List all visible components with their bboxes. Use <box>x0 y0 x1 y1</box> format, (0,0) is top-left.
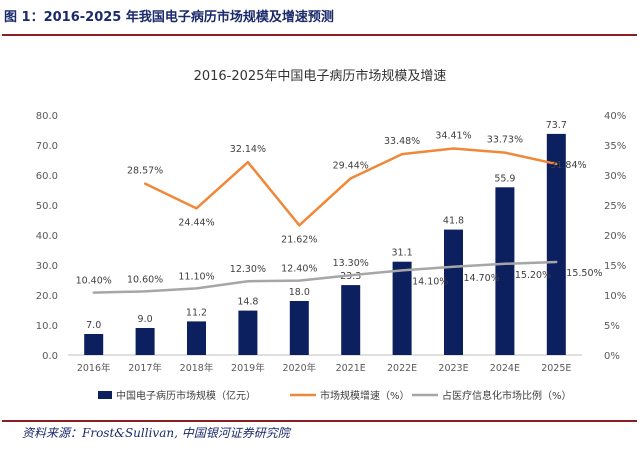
growth-point <box>246 160 250 164</box>
growth-value-label: 32.14% <box>230 144 266 155</box>
figure-title: 图 1：2016-2025 年我国电子病历市场规模及增速预测 <box>4 10 334 25</box>
growth-value-label: 31.84% <box>550 160 586 171</box>
share-value-label: 12.30% <box>230 264 266 275</box>
y-right-tick-label: 15% <box>604 261 626 272</box>
bar <box>289 301 309 355</box>
share-point <box>503 262 507 265</box>
bar-value-label: 55.9 <box>494 173 515 184</box>
bar-value-label: 31.1 <box>392 248 413 259</box>
bar-value-label: 41.8 <box>443 216 464 227</box>
x-tick-label: 2018年 <box>180 362 214 374</box>
top-rule <box>2 34 637 36</box>
share-value-label: 12.40% <box>281 264 317 275</box>
y-left-tick-label: 60.0 <box>36 171 58 182</box>
bar <box>392 261 412 355</box>
share-point <box>452 265 455 268</box>
share-value-label: 14.70% <box>464 273 500 284</box>
y-right-tick-label: 40% <box>604 111 626 122</box>
share-value-label: 11.10% <box>178 271 214 282</box>
x-tick-label: 2024E <box>490 363 520 374</box>
x-tick-label: 2025E <box>541 363 571 374</box>
x-tick-label: 2016年 <box>77 362 111 374</box>
y-right-tick-label: 25% <box>604 201 626 212</box>
share-point <box>246 280 250 283</box>
share-value-label: 10.60% <box>127 274 163 285</box>
y-left-tick-label: 70.0 <box>36 141 58 152</box>
x-tick-label: 2020年 <box>282 362 316 374</box>
y-left-tick-label: 20.0 <box>36 291 58 302</box>
share-point <box>298 279 301 282</box>
y-left-tick-label: 80.0 <box>36 111 58 122</box>
figure-header: 图 1：2016-2025 年我国电子病历市场规模及增速预测 <box>0 0 639 36</box>
share-point <box>400 269 404 272</box>
legend-swatch-market-size <box>98 391 112 399</box>
y-left-tick-label: 30.0 <box>36 261 58 272</box>
share-point <box>195 287 198 290</box>
y-left-tick-label: 40.0 <box>36 231 58 242</box>
y-left-tick-label: 50.0 <box>36 201 58 212</box>
share-value-label: 14.10% <box>412 276 448 287</box>
growth-value-label: 21.62% <box>281 234 317 245</box>
growth-point <box>298 224 301 227</box>
bar-value-label: 23.3 <box>340 271 361 282</box>
growth-point <box>452 147 455 150</box>
x-tick-label: 2023E <box>438 363 468 374</box>
bar <box>444 229 463 355</box>
share-value-label: 15.20% <box>515 270 551 281</box>
y-right-tick-label: 30% <box>604 171 626 182</box>
growth-value-label: 33.48% <box>384 136 420 147</box>
share-point <box>555 260 558 264</box>
share-point <box>143 290 147 293</box>
x-tick-label: 2022E <box>387 363 417 374</box>
y-left-tick-label: 0.0 <box>42 351 58 362</box>
growth-point <box>503 151 507 154</box>
bar-value-label: 73.7 <box>546 120 567 131</box>
growth-point <box>195 207 198 210</box>
share-value-label: 13.30% <box>333 258 369 269</box>
y-right-tick-label: 35% <box>604 141 626 152</box>
growth-point <box>349 177 352 180</box>
bar <box>238 310 258 355</box>
growth-value-label: 33.73% <box>487 135 523 146</box>
share-point <box>92 291 95 294</box>
bar-value-label: 18.0 <box>289 287 310 298</box>
growth-point <box>143 182 147 185</box>
bar <box>187 321 206 355</box>
chart-title: 2016-2025年中国电子病历市场规模及增速 <box>194 68 447 84</box>
bar <box>84 334 104 355</box>
share-point <box>349 274 352 277</box>
share-value-label: 15.50% <box>566 268 602 279</box>
y-left-tick-label: 10.0 <box>36 321 58 332</box>
bar-value-label: 9.0 <box>138 314 153 325</box>
bar <box>495 187 515 355</box>
growth-value-label: 28.57% <box>127 166 163 177</box>
bar <box>341 285 361 355</box>
share-value-label: 10.40% <box>76 276 112 287</box>
growth-value-label: 24.44% <box>178 217 214 228</box>
y-right-tick-label: 0% <box>604 351 620 362</box>
growth-point <box>400 152 404 156</box>
legend-label-share: 占医疗信息化市场比例（%） <box>442 389 572 402</box>
y-right-tick-label: 5% <box>604 321 620 332</box>
source-note: 资料来源：Frost&Sullivan, 中国银河证券研究院 <box>22 426 290 440</box>
legend-label-market-size: 中国电子病历市场规模（亿元） <box>116 389 256 402</box>
bar-value-label: 7.0 <box>86 320 101 331</box>
bottom-rule <box>2 420 637 422</box>
bar-value-label: 11.2 <box>186 307 207 318</box>
legend-label-growth: 市场规模增速（%） <box>320 389 410 402</box>
bar <box>546 133 566 355</box>
growth-value-label: 34.41% <box>435 131 471 142</box>
y-right-tick-label: 20% <box>604 231 626 242</box>
bar <box>135 328 155 355</box>
bar-value-label: 14.8 <box>237 297 258 308</box>
share-series-line <box>93 260 557 294</box>
x-tick-label: 2017年 <box>128 362 162 374</box>
x-tick-label: 2019年 <box>231 362 265 374</box>
x-tick-label: 2021E <box>336 363 366 374</box>
growth-value-label: 29.44% <box>333 160 369 171</box>
growth-point <box>555 162 558 166</box>
y-right-tick-label: 10% <box>604 291 626 302</box>
